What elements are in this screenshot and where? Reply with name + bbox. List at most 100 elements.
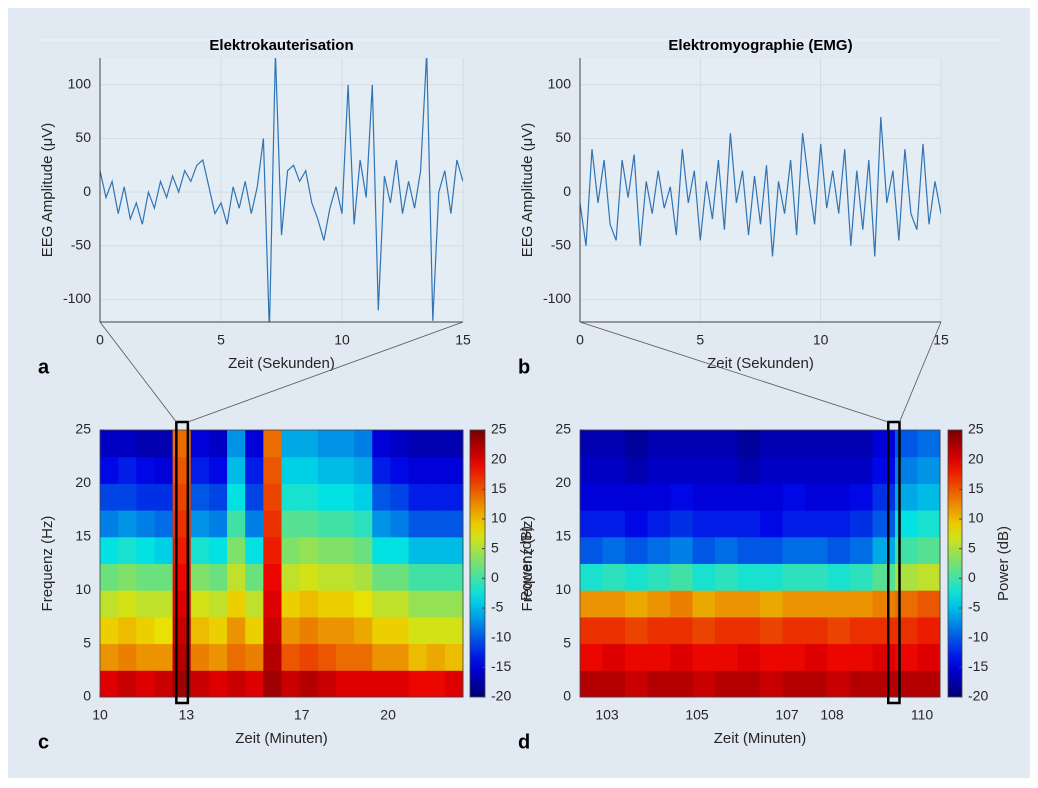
spectrogram-cell	[263, 590, 282, 618]
spectrogram-cell	[827, 616, 851, 645]
spectrogram-cell	[190, 643, 210, 671]
spectrogram-cell	[245, 563, 264, 591]
spectrogram-cell	[335, 456, 355, 484]
spectrogram-cell	[245, 536, 264, 564]
spectrogram-cell	[426, 456, 446, 484]
spectrogram-cell	[190, 670, 210, 698]
spectrogram-cell	[647, 616, 671, 645]
spectrogram-cell	[737, 483, 761, 511]
colorbar-tick-label: -5	[491, 599, 504, 615]
y-tick-label: 20	[75, 474, 91, 490]
spectrogram-cell	[692, 456, 716, 484]
spectrogram-cell	[692, 670, 716, 698]
spectrogram-cell	[760, 483, 783, 511]
spectrogram-cell	[118, 510, 137, 538]
spectrogram-cell	[805, 536, 828, 564]
spectrogram-cell	[647, 563, 671, 591]
spectrogram-cell	[227, 563, 246, 591]
spectrogram-cell	[245, 670, 264, 698]
spectrogram-cell	[408, 510, 428, 538]
spectrogram-cell	[782, 430, 806, 458]
spectrogram-cell	[444, 456, 464, 484]
spectrogram-cell	[408, 616, 428, 645]
spectrogram-cell	[100, 536, 119, 564]
spectrogram-cell	[917, 616, 941, 645]
x-tick-label: 15	[933, 332, 949, 348]
colorbar-label: Power (dB)	[518, 526, 535, 601]
spectrogram-cell	[444, 590, 464, 618]
spectrogram-cell	[136, 430, 155, 458]
y-tick-label: 20	[555, 474, 571, 490]
spectrogram-cell	[208, 563, 228, 591]
spectrogram-cell	[390, 510, 410, 538]
spectrogram-cell	[335, 590, 355, 618]
spectrogram-cell	[827, 456, 851, 484]
spectrogram-cell	[317, 590, 337, 618]
spectrogram-cell	[354, 456, 373, 484]
spectrogram-cell	[354, 590, 373, 618]
x-tick-label: 13	[179, 707, 195, 723]
spectrogram-cell	[281, 643, 301, 671]
spectrogram-cell	[760, 456, 783, 484]
x-tick-label: 110	[911, 707, 934, 723]
x-tick-label: 107	[775, 707, 799, 723]
spectrogram-cell	[782, 536, 806, 564]
spectrogram-cell	[136, 643, 155, 671]
spectrogram-cell	[782, 563, 806, 591]
spectrogram-cell	[408, 643, 428, 671]
spectrogram-cell	[670, 510, 693, 538]
x-tick-label: 0	[96, 332, 104, 348]
spectrogram-cell	[850, 430, 873, 458]
spectrogram-cell	[805, 616, 828, 645]
plot-frame	[579, 429, 941, 698]
spectrogram-cell	[647, 510, 671, 538]
spectrogram-cell	[805, 643, 828, 671]
spectrogram-cell	[872, 670, 896, 698]
spectrogram-cell	[737, 590, 761, 618]
spectrogram-cell	[245, 510, 264, 538]
spectrogram-cell	[208, 456, 228, 484]
spectrogram-cell	[647, 670, 671, 698]
spectrogram-cell	[390, 536, 410, 564]
colorbar-tick-label: -15	[491, 658, 511, 674]
spectrogram-cell	[154, 536, 174, 564]
spectrogram-cell	[245, 430, 264, 458]
spectrogram-cell	[917, 643, 941, 671]
spectrogram-cell	[760, 616, 783, 645]
spectrogram-cell	[670, 563, 693, 591]
spectrogram-cell	[317, 616, 337, 645]
spectrogram-cell	[670, 670, 693, 698]
spectrogram-cell	[372, 670, 391, 698]
y-tick-label: 0	[83, 183, 91, 199]
spectrogram-cell	[335, 536, 355, 564]
spectrogram-cell	[850, 483, 873, 511]
spectrogram-cell	[154, 456, 174, 484]
spectrogram-cell	[602, 536, 626, 564]
spectrogram-cell	[760, 643, 783, 671]
spectrogram-cell	[625, 670, 648, 698]
spectrogram-cell	[317, 510, 337, 538]
spectrogram-cell	[299, 483, 319, 511]
spectrogram-cell	[118, 456, 137, 484]
y-tick-label: -50	[71, 237, 91, 253]
spectrogram-cell	[872, 616, 896, 645]
spectrogram-cell	[372, 456, 391, 484]
spectrogram-cell	[715, 616, 738, 645]
spectrogram-cell	[444, 536, 464, 564]
signal-line	[580, 116, 941, 257]
plot-area	[580, 58, 941, 322]
spectrogram-cell	[118, 643, 137, 671]
colorbar-tick-label: 10	[968, 510, 984, 526]
x-tick-label: 17	[294, 707, 310, 723]
spectrogram-cell	[227, 616, 246, 645]
y-axis-label: Frequenz (Hz)	[519, 516, 536, 612]
spectrogram-cell	[136, 536, 155, 564]
panel-label: d	[518, 731, 530, 753]
spectrogram-cell	[136, 456, 155, 484]
spectrogram-cell	[190, 563, 210, 591]
spectrogram-cell	[390, 456, 410, 484]
spectrogram-cell	[917, 563, 941, 591]
spectrogram-cell	[602, 563, 626, 591]
spectrogram-cell	[917, 483, 941, 511]
spectrogram-cell	[136, 670, 155, 698]
